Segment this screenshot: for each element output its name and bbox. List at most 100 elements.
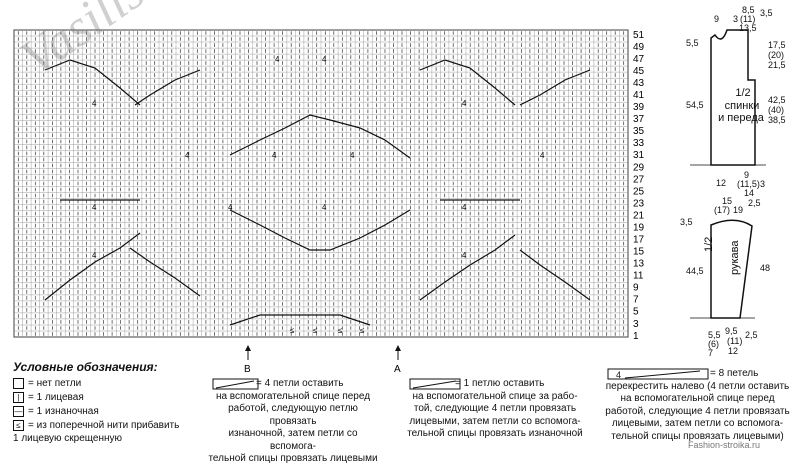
row-number: 29 (633, 162, 645, 173)
legend-line: лицевыми, затем петли со вспомога- (409, 415, 581, 427)
row-number: 23 (633, 198, 645, 209)
dim-cuff-3: 7 (708, 348, 714, 358)
cable-line (419, 234, 516, 301)
legend-line: тельной спицы провязать лицевыми) (611, 430, 784, 442)
row-number: 1 (633, 331, 639, 342)
legend-line: изнаночной, затем петли со вспомога- (228, 428, 358, 452)
sleeve-label-fraction: 1/2 (703, 236, 715, 252)
legend-line: тельной спицы провязать изнаночной (407, 428, 583, 439)
dim-neck: 3 (733, 14, 739, 24)
dim-bottom-5: 3 (760, 179, 766, 189)
chart-cell-number: 4 (272, 151, 277, 160)
chart-cell-number: 4 (540, 151, 545, 160)
row-number: 31 (633, 150, 645, 161)
dim-bottom-4: 14 (744, 188, 755, 198)
chart-cell-number: 4 (228, 203, 233, 212)
cable-line (229, 314, 371, 326)
dim-bottom-9: 2,5 (748, 198, 761, 208)
legend-line: работой, следующую петлю провязать (228, 403, 358, 427)
site-watermark: Fashion-stroika.ru (688, 440, 761, 450)
dim-neck-width-2: (11) (740, 14, 756, 24)
sleeve-label-word: рукава (729, 240, 741, 275)
legend-line: той, следующие 4 петли провязать (413, 403, 577, 414)
dim-sleeve-top: 3,5 (680, 217, 693, 227)
chart-cell-number: 4 (322, 55, 327, 64)
legend-title: Условные обозначения: (13, 360, 158, 374)
chart-cell-number: 4 (462, 203, 467, 212)
legend-cross-8-text: = 8 петель перекрестить налево (4 петли … (600, 368, 795, 443)
chart-cell-number: 4 (462, 251, 467, 260)
cable-right-symbol-line (412, 380, 457, 389)
empty-cell-icon (13, 378, 24, 389)
chart-cell-number: 4 (185, 151, 190, 160)
dim-sleeve-height-right: 48 (760, 263, 771, 273)
dim-bottom-6: 15 (722, 196, 733, 206)
row-number: 21 (633, 210, 645, 221)
dim-body-height: 54,5 (686, 100, 704, 110)
dim-bottom-2: 9 (744, 170, 750, 180)
legend-line: тельной спицы провязать лицевыми (208, 453, 378, 464)
chart-cell-number: 4 (462, 99, 467, 108)
dim-armhole-3: 21,5 (768, 60, 786, 70)
legend-item-label: = 1 изнаночная (28, 406, 99, 417)
dim-armhole-2: (20) (768, 50, 785, 60)
increase-symbol: ≤ (313, 326, 318, 335)
legend-item-label: = 1 лицевая (28, 392, 84, 403)
cable-line (44, 59, 141, 106)
row-number: 13 (633, 259, 645, 270)
dim-cuff-7: 2,5 (745, 330, 758, 340)
legend-cable-right-text: = 1 петлю оставить на вспомогательной сп… (405, 378, 585, 441)
cross-8-symbol-icon (607, 368, 709, 380)
legend-item-label: 1 лицевую скрещенную (13, 433, 123, 444)
chart-cell-number: 4 (92, 203, 97, 212)
dim-armhole-1: 17,5 (768, 40, 786, 50)
row-number: 41 (633, 90, 645, 101)
dim-side-1: 42,5 (768, 95, 786, 105)
dim-bottom-7: (17) (714, 205, 731, 215)
cable-line (229, 114, 411, 159)
row-number: 7 (633, 295, 639, 306)
chart-cell-number: 4 (92, 99, 97, 108)
row-number: 47 (633, 54, 645, 65)
chart-grid-lines (13, 29, 629, 338)
row-number: 17 (633, 235, 645, 246)
dim-shoulder: 9 (714, 14, 720, 24)
increase-symbol: ≤ (290, 326, 295, 335)
legend-line: перекрестить налево (4 петли оставить (605, 380, 790, 392)
dim-bottom-3: (11,5) (737, 179, 760, 189)
increase-cell-icon: ≤ (13, 420, 24, 431)
dim-cuff-1: 5,5 (708, 330, 721, 340)
legend-line: на вспомогательной спице за рабо- (412, 390, 578, 402)
legend-item-knit: | = 1 лицевая (13, 392, 84, 403)
row-number: 15 (633, 247, 645, 258)
increase-symbol: ≤ (338, 326, 343, 335)
increase-symbol: ≤ (360, 326, 365, 335)
cable-line (229, 209, 411, 251)
chart-cell-number: 4 (275, 55, 280, 64)
cross-8-symbol-line (624, 370, 701, 379)
legend-item-increase-cont: 1 лицевую скрещенную (13, 433, 122, 444)
cable-line (134, 69, 201, 106)
legend-item-increase: ≤ = из поперечной нити прибавить (13, 420, 179, 431)
dim-cuff-5: (11) (727, 336, 743, 346)
purl-cell-icon: — (13, 406, 24, 417)
sleeve-schematic-outline (710, 219, 753, 319)
legend-line: на вспомогательной спице перед (215, 390, 371, 402)
section-marker: В (244, 364, 251, 375)
row-number: 9 (633, 283, 639, 294)
row-number: 49 (633, 42, 645, 53)
row-number: 25 (633, 186, 645, 197)
legend-cross-8-number: 4 (616, 370, 622, 380)
chart-cell-number: 4 (350, 151, 355, 160)
legend-item-label: = нет петли (28, 378, 82, 389)
legend-line: работой, следующие 4 петли провязать (605, 405, 790, 417)
row-number: 45 (633, 66, 645, 77)
row-number: 37 (633, 114, 645, 125)
row-number: 39 (633, 102, 645, 113)
legend-item-no-stitch: = нет петли (13, 378, 81, 389)
cable-line (519, 249, 591, 301)
dim-cuff-6: 12 (728, 346, 739, 356)
legend-cable-left-text: = 4 петли оставить на вспомогательной сп… (208, 378, 378, 466)
chart-cell-number: 4 (322, 203, 327, 212)
knit-stitch-marks (17, 31, 625, 336)
